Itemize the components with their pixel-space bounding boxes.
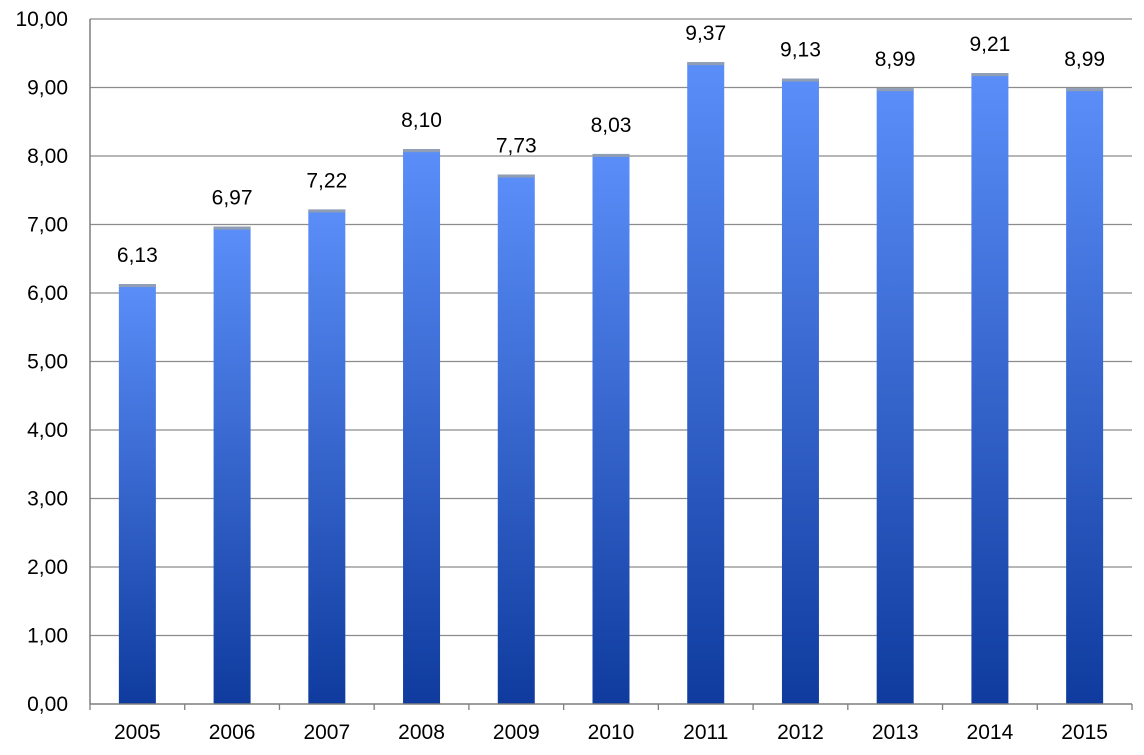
data-label: 9,37 — [685, 22, 726, 45]
axes — [89, 19, 1133, 710]
x-tick-label: 2011 — [683, 721, 728, 744]
bar-2011 — [687, 62, 725, 704]
x-tick-label: 2012 — [777, 721, 824, 744]
x-tick-label: 2009 — [493, 721, 540, 744]
bar-2008 — [403, 149, 441, 704]
y-tick-label: 0,00 — [27, 693, 68, 716]
bar-2007 — [308, 209, 346, 704]
bar-cap — [876, 88, 914, 92]
bar-cap — [687, 62, 725, 66]
bar-cap — [592, 153, 630, 157]
data-label: 6,97 — [212, 187, 253, 210]
bar-cap — [118, 284, 156, 288]
y-tick-label: 6,00 — [27, 282, 68, 305]
bar-cap — [971, 73, 1009, 77]
x-axis-tick-labels: 2005 2006 2007 2008 2009 2010 2011 2012 2013 2014… — [114, 721, 1108, 744]
bar-2009 — [497, 174, 535, 704]
data-label: 8,03 — [591, 114, 632, 137]
data-label: 8,99 — [1064, 48, 1105, 71]
bar-cap — [213, 226, 251, 230]
bar-cap — [781, 78, 819, 82]
bar-2013 — [876, 88, 914, 704]
data-label: 7,73 — [496, 134, 537, 157]
bar-cap — [497, 174, 535, 178]
x-tick-label: 2008 — [398, 721, 445, 744]
x-tick-label: 2015 — [1061, 721, 1108, 744]
bars — [118, 62, 1104, 705]
data-label: 9,13 — [780, 39, 821, 62]
y-tick-label: 10,00 — [15, 8, 68, 31]
bar-2015 — [1066, 88, 1104, 704]
y-tick-label: 8,00 — [27, 145, 68, 168]
bar-cap — [403, 149, 441, 153]
y-tick-label: 4,00 — [27, 419, 68, 442]
y-tick-label: 3,00 — [27, 488, 68, 511]
data-label: 8,99 — [875, 48, 916, 71]
y-tick-label: 9,00 — [27, 77, 68, 100]
bar-2010 — [592, 153, 630, 704]
x-tick-label: 2010 — [588, 721, 635, 744]
data-label: 9,21 — [969, 33, 1010, 56]
x-tick-label: 2007 — [303, 721, 350, 744]
bar-2014 — [971, 73, 1009, 705]
y-axis-tick-labels: 0,00 1,00 2,00 3,00 4,00 5,00 6,00 7,00 8,00 9,00… — [15, 8, 68, 716]
bar-2005 — [118, 284, 156, 704]
data-label: 8,10 — [401, 109, 442, 132]
data-labels: 6,13 6,97 7,22 8,10 7,73 8,03 9,37 9,13 8,99 9,21… — [117, 22, 1105, 267]
bar-2012 — [781, 78, 819, 705]
y-tick-label: 1,00 — [27, 625, 68, 648]
bar-cap — [1066, 88, 1104, 92]
x-tick-label: 2006 — [209, 721, 256, 744]
bar-cap — [308, 209, 346, 213]
x-tick-label: 2013 — [872, 721, 919, 744]
bar-2006 — [213, 226, 251, 704]
data-label: 6,13 — [117, 244, 158, 267]
x-tick-label: 2014 — [967, 721, 1014, 744]
x-tick-label: 2005 — [114, 721, 161, 744]
y-tick-label: 2,00 — [27, 556, 68, 579]
y-tick-label: 5,00 — [27, 351, 68, 374]
y-tick-label: 7,00 — [27, 214, 68, 237]
data-label: 7,22 — [306, 169, 347, 192]
